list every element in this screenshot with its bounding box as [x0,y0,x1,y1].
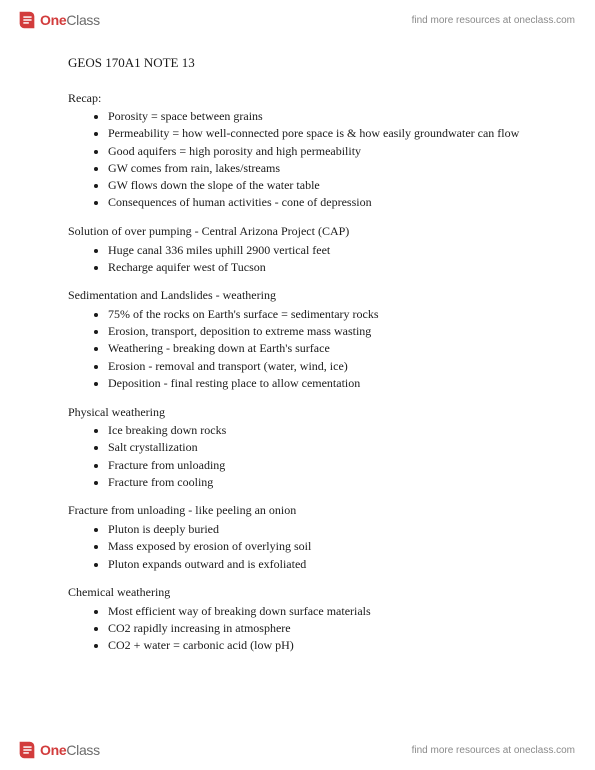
document-body: GEOS 170A1 NOTE 13 Recap: Porosity = spac… [68,54,541,722]
list-item: Deposition - final resting place to allo… [108,374,541,391]
section-label: Sedimentation and Landslides - weatherin… [68,287,541,303]
list-item: Pluton expands outward and is exfoliated [108,555,541,572]
list-item: Fracture from cooling [108,473,541,490]
section-label: Solution of over pumping - Central Arizo… [68,223,541,239]
list-item: GW comes from rain, lakes/streams [108,159,541,176]
section-label: Physical weathering [68,404,541,420]
section-label: Fracture from unloading - like peeling a… [68,502,541,518]
list-item: Weathering - breaking down at Earth's su… [108,340,541,357]
list-item: Fracture from unloading [108,456,541,473]
list-item: CO2 rapidly increasing in atmosphere [108,620,541,637]
logo-icon [16,739,38,761]
list-item: Erosion - removal and transport (water, … [108,357,541,374]
bullet-list: 75% of the rocks on Earth's surface = se… [108,306,541,392]
brand-name-class: Class [66,12,100,28]
list-item: Permeability = how well-connected pore s… [108,125,541,142]
list-item: GW flows down the slope of the water tab… [108,176,541,193]
brand-logo: OneClass [16,739,100,761]
list-item: Huge canal 336 miles uphill 2900 vertica… [108,241,541,258]
page-footer: OneClass find more resources at oneclass… [0,736,595,764]
brand-name-class: Class [66,742,100,758]
brand-name: OneClass [40,12,100,28]
bullet-list: Porosity = space between grainsPermeabil… [108,108,541,211]
list-item: Mass exposed by erosion of overlying soi… [108,538,541,555]
list-item: Erosion, transport, deposition to extrem… [108,323,541,340]
brand-name-one: One [40,742,66,758]
brand-logo: OneClass [16,9,100,31]
list-item: Ice breaking down rocks [108,422,541,439]
page-header: OneClass find more resources at oneclass… [0,6,595,34]
section-label: Chemical weathering [68,584,541,600]
list-item: Good aquifers = high porosity and high p… [108,142,541,159]
logo-icon [16,9,38,31]
list-item: Porosity = space between grains [108,108,541,125]
bullet-list: Huge canal 336 miles uphill 2900 vertica… [108,241,541,275]
list-item: Most efficient way of breaking down surf… [108,602,541,619]
header-tagline: find more resources at oneclass.com [412,15,575,26]
brand-name: OneClass [40,742,100,758]
doc-title: GEOS 170A1 NOTE 13 [68,54,541,72]
brand-name-one: One [40,12,66,28]
list-item: CO2 + water = carbonic acid (low pH) [108,637,541,654]
bullet-list: Ice breaking down rocksSalt crystallizat… [108,422,541,491]
list-item: Pluton is deeply buried [108,521,541,538]
list-item: Recharge aquifer west of Tucson [108,258,541,275]
list-item: 75% of the rocks on Earth's surface = se… [108,306,541,323]
sections-container: Recap: Porosity = space between grainsPer… [68,90,541,654]
bullet-list: Most efficient way of breaking down surf… [108,602,541,654]
section-label: Recap: [68,90,541,106]
footer-tagline: find more resources at oneclass.com [412,745,575,756]
list-item: Salt crystallization [108,439,541,456]
bullet-list: Pluton is deeply buriedMass exposed by e… [108,521,541,573]
list-item: Consequences of human activities - cone … [108,194,541,211]
